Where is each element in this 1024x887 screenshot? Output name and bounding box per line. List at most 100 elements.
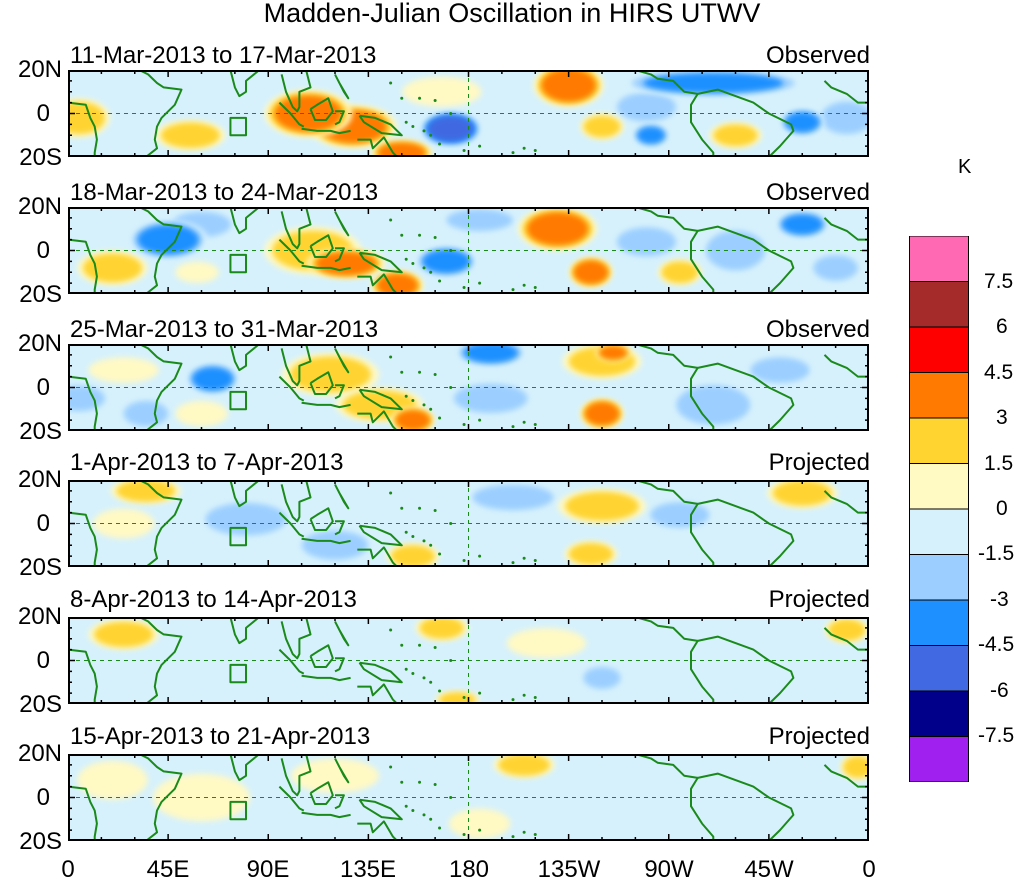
panel-frame [68,754,869,841]
anomaly-contour [676,385,751,425]
anomaly-contour [637,126,665,144]
panel-6-label: 15-Apr-2013 to 21-Apr-2013 [70,723,371,750]
coastline [278,511,305,538]
coastline [68,375,98,431]
anomaly-contour [422,249,471,274]
coastline [278,785,305,812]
island [433,508,437,512]
anomaly-contour [599,345,628,360]
island [389,355,393,359]
island [462,422,466,426]
island [522,420,526,424]
coastline [357,136,399,157]
island [429,817,433,821]
island [404,120,408,124]
panel-1-label: 11-Mar-2013 to 17-Mar-2013 [70,42,377,69]
coastline [334,657,345,673]
panel-5-label: 8-Apr-2013 to 14-Apr-2013 [70,586,357,613]
island [429,680,433,684]
anomaly-contour [616,92,677,122]
coastlines [68,207,869,294]
panel-frame [68,480,869,567]
island [404,804,408,808]
island [511,151,515,155]
colorbar-segment [909,736,969,782]
coastline [823,354,869,378]
panel-3-map [68,344,869,431]
island [389,218,393,222]
anomaly-contour [68,101,106,135]
colorbar-segment [909,281,969,328]
island [418,506,422,510]
anomaly-field [68,70,869,157]
coastline [138,70,183,157]
y-tick-label: 20S [19,554,62,581]
island [511,698,515,702]
island [522,146,526,150]
anomaly-contour [390,545,436,567]
island [511,288,515,292]
colorbar-tick-label: 3 [996,406,1008,429]
island [478,691,482,695]
coastline [309,781,334,805]
panel-2-label: 18-Mar-2013 to 24-Mar-2013 [70,179,379,206]
island [438,552,442,556]
anomaly-contour [94,621,154,648]
coastline [357,546,399,567]
coastline [697,498,795,567]
coastline [823,80,869,104]
coastline [697,225,795,294]
x-tick-label: 0 [862,856,876,883]
coastline [229,480,261,508]
anomaly-contour [643,72,784,94]
anomaly-contour [735,786,825,826]
coastline [68,101,98,157]
anomaly-contour [428,116,474,142]
island [462,148,466,152]
coastline [68,648,98,704]
coastline [278,375,305,402]
island [462,558,466,562]
anomaly-contour [568,543,614,565]
y-tick-label: 20N [17,466,62,493]
island [411,399,415,403]
coastline [823,490,869,514]
anomaly-contour [275,207,351,227]
coastline [334,520,345,536]
colorbar-tick-label: 1.5 [984,452,1014,475]
anomaly-contour [785,112,820,133]
anomaly-contour [472,484,554,511]
colorbar-segment [909,326,969,373]
coastline [68,238,98,294]
coastline [68,511,98,567]
island [449,249,453,252]
coastline [229,617,261,645]
x-tick-label: 45W [744,856,794,883]
island [422,813,426,817]
y-tick-label: 20N [17,740,62,767]
coastline [280,754,312,797]
anomaly-contour [463,344,518,363]
coastline [357,820,399,841]
island [411,125,415,129]
island [462,832,466,836]
anomaly-contour [583,666,621,689]
y-tick-label: 20S [19,691,62,718]
island [511,561,515,565]
colorbar-segment [909,645,969,692]
island [404,667,408,671]
anomaly-contour [498,754,551,776]
reference-box [229,390,248,411]
panel-frame [68,617,869,704]
island [411,672,415,676]
anomaly-contour [192,367,234,391]
coastline [280,207,312,250]
panel-4-label: 1-Apr-2013 to 7-Apr-2013 [70,449,344,476]
island [533,422,537,426]
coastline [278,101,305,128]
coastline [309,371,334,395]
coastline [280,617,312,660]
island [404,530,408,534]
island [389,628,393,632]
island [438,689,442,693]
